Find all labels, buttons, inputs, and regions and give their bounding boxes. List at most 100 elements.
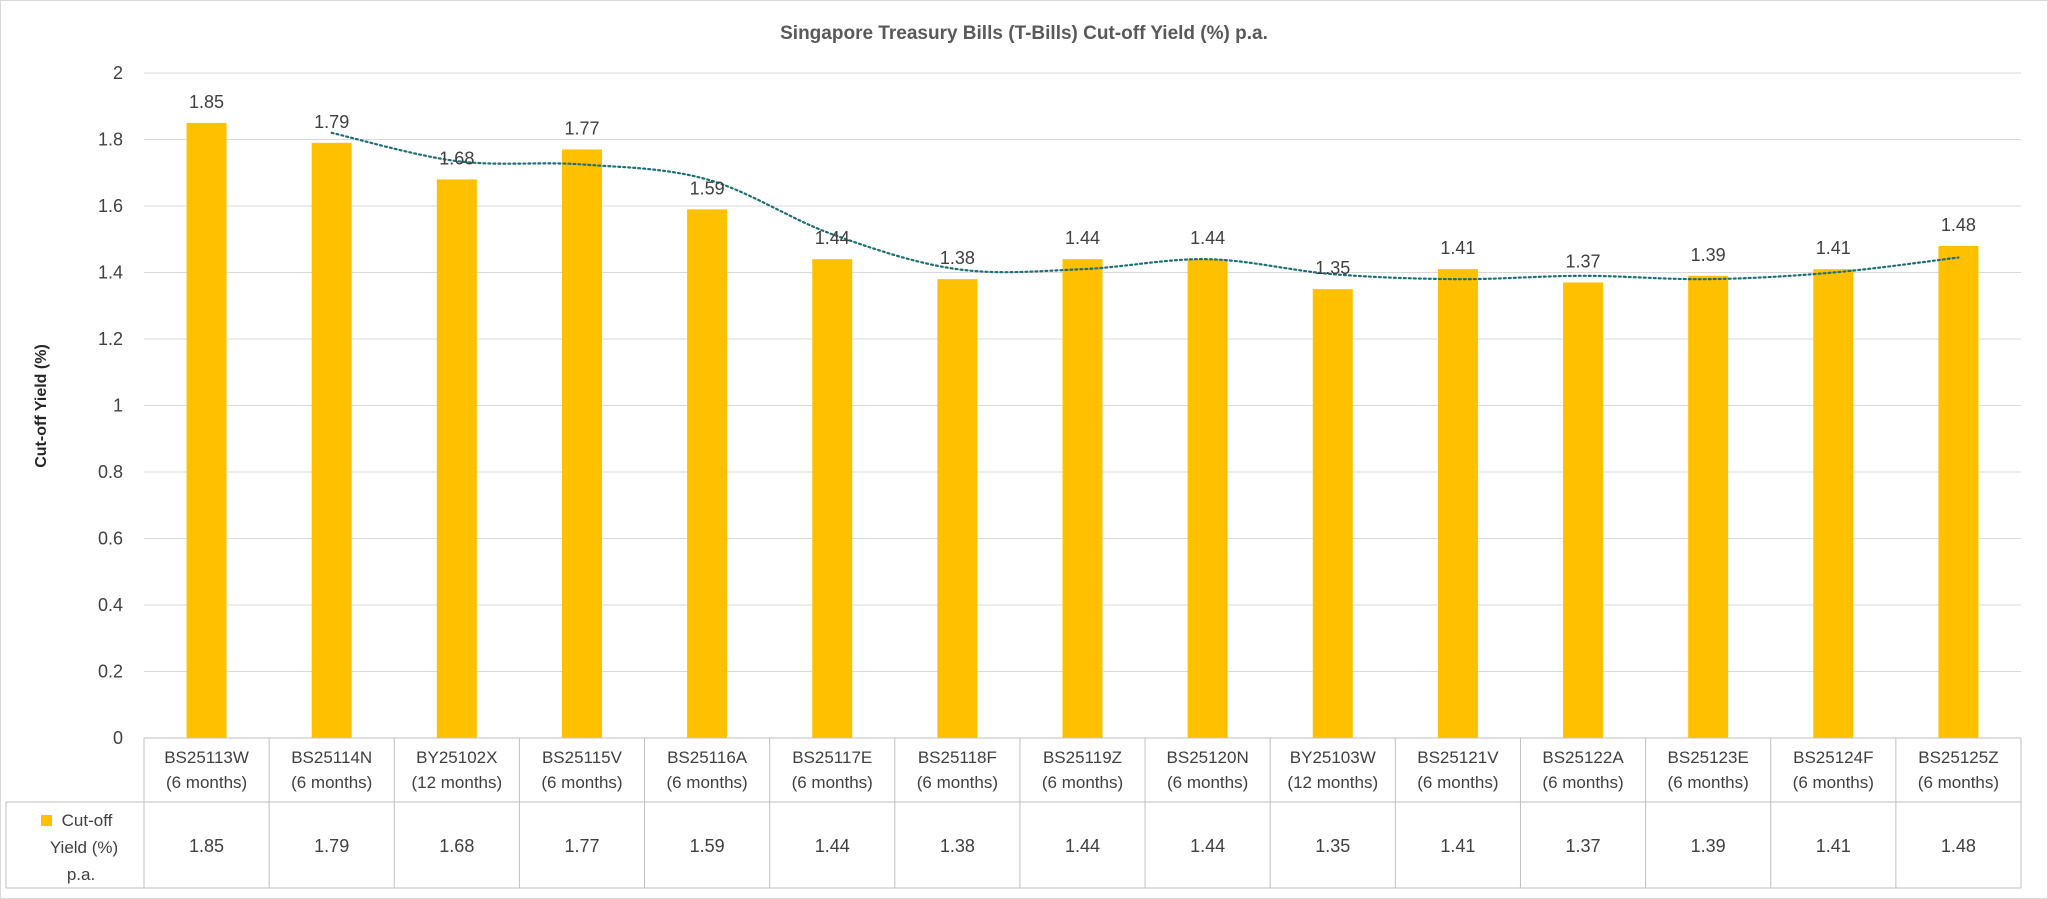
chart-title: Singapore Treasury Bills (T-Bills) Cut-o… bbox=[780, 23, 1268, 44]
category-label: BY25103W bbox=[1290, 748, 1376, 767]
category-label: BS25123E bbox=[1668, 748, 1749, 767]
category-label: (6 months) bbox=[541, 773, 622, 792]
y-axis-title: Cut-off Yield (%) bbox=[33, 344, 50, 468]
table-value: 1.79 bbox=[314, 836, 349, 856]
data-labels: 1.85 1.79 1.68 1.77 1.59 1.44 1.38 1.44 1.44 1.35… bbox=[189, 92, 1976, 278]
y-tick-label: 0.4 bbox=[98, 595, 123, 615]
y-tick-label: 0.6 bbox=[98, 529, 123, 549]
bar bbox=[1437, 269, 1478, 738]
data-label: 1.41 bbox=[1440, 238, 1475, 258]
legend-label: Cut-off bbox=[62, 811, 113, 830]
y-tick-label: 2 bbox=[113, 63, 123, 83]
table-value: 1.48 bbox=[1941, 836, 1976, 856]
data-label: 1.37 bbox=[1566, 251, 1601, 271]
data-label: 1.68 bbox=[439, 148, 474, 168]
table-value: 1.41 bbox=[1816, 836, 1851, 856]
data-label: 1.44 bbox=[1065, 228, 1100, 248]
category-label: BS25121V bbox=[1417, 748, 1499, 767]
table-value: 1.77 bbox=[564, 836, 599, 856]
data-label: 1.79 bbox=[314, 112, 349, 132]
y-tick-label: 1.8 bbox=[98, 130, 123, 150]
y-tick-label: 1 bbox=[113, 396, 123, 416]
table-value: 1.68 bbox=[439, 836, 474, 856]
bars bbox=[186, 122, 1979, 739]
table-value: 1.44 bbox=[815, 836, 850, 856]
y-tick-label: 1.4 bbox=[98, 263, 123, 283]
category-label: (12 months) bbox=[1287, 773, 1378, 792]
category-label: BS25115V bbox=[542, 748, 623, 767]
bar bbox=[561, 149, 602, 739]
category-label: BS25122A bbox=[1542, 748, 1624, 767]
table-value: 1.35 bbox=[1315, 836, 1350, 856]
category-label: (12 months) bbox=[411, 773, 502, 792]
data-label: 1.39 bbox=[1691, 245, 1726, 265]
bar bbox=[311, 142, 352, 738]
y-tick-label: 0.2 bbox=[98, 662, 123, 682]
category-label: BY25102X bbox=[416, 748, 497, 767]
table-value: 1.38 bbox=[940, 836, 975, 856]
bar bbox=[1062, 259, 1103, 738]
y-tick-label: 0.8 bbox=[98, 462, 123, 482]
table-value: 1.59 bbox=[690, 836, 725, 856]
table-value: 1.41 bbox=[1440, 836, 1475, 856]
category-label: BS25120N bbox=[1167, 748, 1249, 767]
category-label: (6 months) bbox=[166, 773, 247, 792]
category-label: BS25117E bbox=[792, 748, 872, 767]
legend-label: Yield (%) bbox=[50, 838, 118, 857]
bar bbox=[1312, 289, 1353, 738]
category-label: (6 months) bbox=[1042, 773, 1123, 792]
category-label: BS25124F bbox=[1793, 748, 1873, 767]
bar bbox=[1187, 259, 1228, 738]
category-label: BS25125Z bbox=[1918, 748, 1998, 767]
table-value: 1.44 bbox=[1065, 836, 1100, 856]
category-label: BS25119Z bbox=[1043, 748, 1122, 767]
bar bbox=[1938, 245, 1979, 738]
data-table: BS25113W (6 months) BS25114N (6 months) BY25… bbox=[5, 737, 2022, 889]
data-label: 1.35 bbox=[1315, 258, 1350, 278]
bar bbox=[1813, 269, 1854, 738]
data-label: 1.44 bbox=[1190, 228, 1225, 248]
category-label: (6 months) bbox=[1167, 773, 1248, 792]
y-tick-label: 1.2 bbox=[98, 329, 123, 349]
category-label: BS25116A bbox=[667, 748, 748, 767]
bar bbox=[937, 279, 978, 738]
data-label: 1.77 bbox=[564, 118, 599, 138]
data-label: 1.59 bbox=[690, 178, 725, 198]
category-label: (6 months) bbox=[291, 773, 372, 792]
category-label: (6 months) bbox=[1417, 773, 1498, 792]
category-label: (6 months) bbox=[1542, 773, 1623, 792]
legend-swatch bbox=[41, 815, 52, 826]
data-label: 1.85 bbox=[189, 92, 224, 112]
bar bbox=[1688, 275, 1729, 738]
trendline-path bbox=[330, 131, 1960, 281]
category-label: (6 months) bbox=[1793, 773, 1874, 792]
data-label: 1.44 bbox=[815, 228, 850, 248]
category-label: (6 months) bbox=[792, 773, 873, 792]
table-value: 1.39 bbox=[1691, 836, 1726, 856]
category-label: BS25118F bbox=[918, 748, 997, 767]
category-label: (6 months) bbox=[666, 773, 747, 792]
legend-label: p.a. bbox=[67, 865, 95, 884]
category-label: (6 months) bbox=[1918, 773, 1999, 792]
trendline bbox=[330, 131, 1960, 281]
bar bbox=[687, 209, 728, 738]
data-label: 1.38 bbox=[940, 248, 975, 268]
data-label: 1.41 bbox=[1816, 238, 1851, 258]
bar bbox=[436, 179, 477, 738]
table-value: 1.85 bbox=[189, 836, 224, 856]
bar bbox=[812, 259, 853, 738]
y-tick-label: 1.6 bbox=[98, 196, 123, 216]
data-label: 1.48 bbox=[1941, 215, 1976, 235]
category-label: BS25114N bbox=[291, 748, 372, 767]
y-tick-label: 0 bbox=[113, 728, 123, 748]
y-axis-ticks: 0 0.2 0.4 0.6 0.8 1 1.2 1.4 1.6 1.8 2 bbox=[98, 63, 123, 748]
category-label: (6 months) bbox=[917, 773, 998, 792]
table-value: 1.44 bbox=[1190, 836, 1225, 856]
category-label: (6 months) bbox=[1668, 773, 1749, 792]
category-label: BS25113W bbox=[164, 748, 249, 767]
bar bbox=[186, 122, 227, 738]
table-value: 1.37 bbox=[1566, 836, 1601, 856]
bar bbox=[1563, 282, 1604, 738]
